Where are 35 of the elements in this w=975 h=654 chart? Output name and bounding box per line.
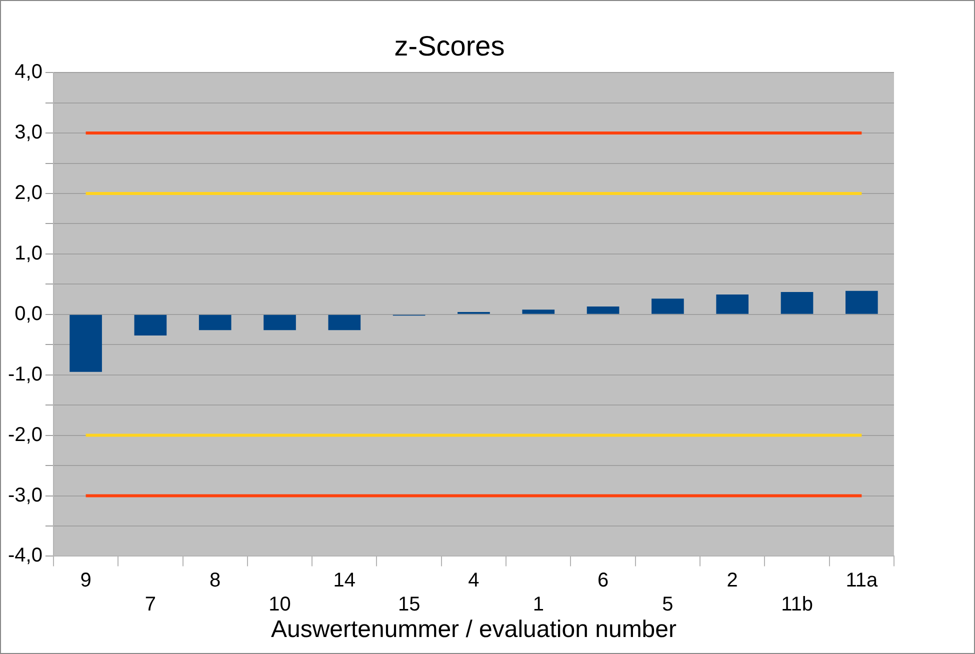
x-tick-label: 15 (398, 594, 420, 616)
bar (652, 298, 684, 314)
x-tick-label: 5 (662, 594, 674, 616)
bar (70, 314, 102, 372)
x-tick-label: 10 (268, 594, 291, 616)
x-tick-label: 11a (846, 570, 878, 592)
y-tick-label: -4,0 (8, 544, 42, 567)
bar (328, 314, 361, 330)
x-tick-label: 6 (597, 570, 609, 592)
bar (716, 294, 749, 314)
bar (780, 292, 814, 314)
y-tick-label: 4,0 (14, 61, 42, 84)
y-tick-label: 2,0 (14, 182, 42, 204)
y-tick-label: 1,0 (14, 242, 42, 264)
y-tick-label: 0,0 (14, 302, 42, 325)
chart-title: z-Scores (394, 30, 505, 62)
x-tick-label: 8 (210, 570, 221, 592)
x-tick-label: 2 (726, 570, 738, 592)
bar (586, 306, 620, 314)
y-tick-label: -2,0 (8, 424, 42, 446)
y-tick-label: -1,0 (8, 363, 42, 386)
bar (134, 314, 167, 336)
x-tick-label: 4 (468, 570, 480, 592)
y-tick-label: -3,0 (8, 484, 42, 506)
x-tick-label: 1 (532, 594, 544, 616)
x-tick-label: 9 (80, 570, 92, 592)
x-axis-title: Auswertenummer / evaluation number (270, 616, 676, 644)
x-tick-label: 14 (333, 570, 356, 592)
bar (846, 290, 878, 314)
y-tick-label: 3,0 (14, 122, 42, 144)
x-tick-label: 7 (144, 594, 156, 616)
x-tick-label: 11b (781, 594, 813, 616)
bar (264, 314, 296, 330)
bar (198, 314, 232, 330)
bar (522, 310, 555, 314)
